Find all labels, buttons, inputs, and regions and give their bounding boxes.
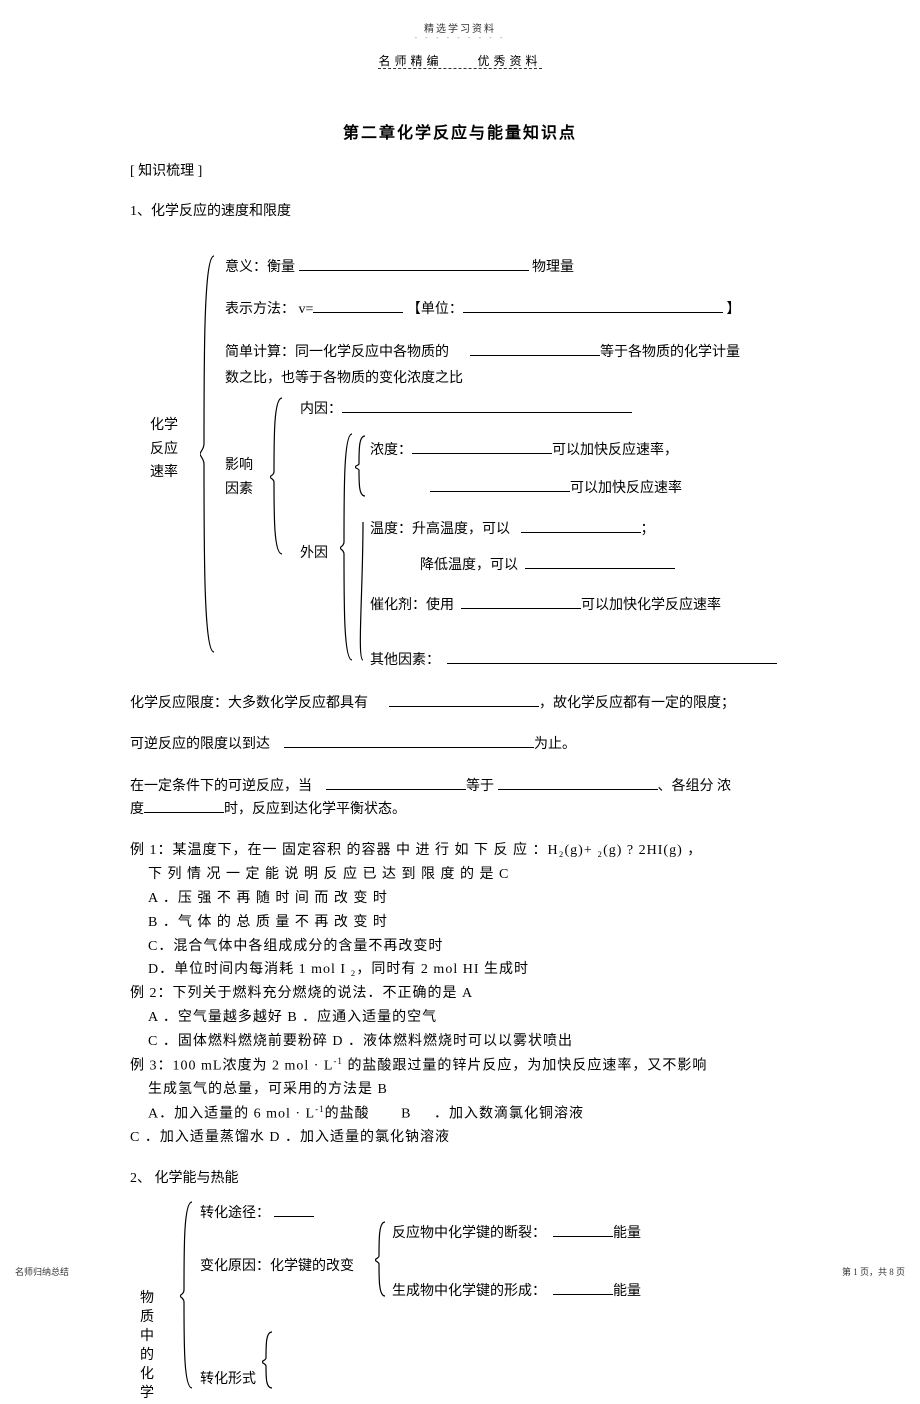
catalyst-line: 催化剂：使用 可以加快化学反应速率	[370, 594, 721, 614]
example-3: 例 3：100 mL浓度为 2 mol · L-1 的盐酸跟过量的锌片反应，为加…	[130, 1054, 790, 1151]
footer-right: 第 1 页，共 8 页	[842, 1265, 905, 1278]
other-line: 其他因素：	[370, 649, 777, 669]
meaning-line: 意义：衡量 物理量	[225, 256, 574, 276]
reason-line: 变化原因：化学键的改变	[200, 1255, 354, 1275]
temp-line2: 降低温度，可以	[420, 554, 675, 574]
limit-para2: 可逆反应的限度以到达 为止。	[130, 733, 790, 756]
section-2-heading: 2、 化学能与热能	[130, 1168, 790, 1190]
influence-label: 影响因素	[225, 454, 253, 502]
energy-root: 物质中的化学	[140, 1290, 154, 1403]
rate-tree: 化学反应速率 意义：衡量 物理量 表示方法： v= 【单位： 】 简单计算：同一…	[130, 254, 790, 674]
concentration-line: 浓度：可以加快反应速率，	[370, 439, 678, 459]
temp-line: 温度：升高温度，可以 ；	[370, 518, 655, 538]
inner-label: 内因：	[300, 398, 632, 418]
limit-para3: 在一定条件下的可逆反应，当 等于 、各组分 浓 度时，反应到达化学平衡状态。	[130, 775, 790, 822]
example-2: 例 2：下列关于燃料充分燃烧的说法．不正确的是 A A ．空气量越多越好 B ．…	[130, 982, 790, 1053]
header-sub: 名师精编 优秀资料	[130, 52, 790, 69]
footer-left: 名师归纳总结	[15, 1265, 69, 1278]
calc-line: 简单计算：同一化学反应中各物质的 等于各物质的化学计量 数之比，也等于各物质的变…	[225, 340, 805, 393]
outer-label: 外因	[300, 542, 328, 562]
page-title: 第二章化学反应与能量知识点	[130, 119, 790, 143]
example-1: 例 1：某温度下，在一 固定容积 的容器 中 进 行 如 下 反 应 ：H₂(g…	[130, 839, 790, 982]
expression-line: 表示方法： v= 【单位： 】	[225, 298, 740, 318]
path-line: 转化途径：	[200, 1202, 314, 1222]
concentration-line2: 可以加快反应速率	[430, 477, 682, 497]
form-type-line: 转化形式	[200, 1368, 256, 1388]
section-1-heading: 1、化学反应的速度和限度	[130, 201, 790, 223]
root-label: 化学反应速率	[150, 414, 178, 485]
header-dots: - - - - - - - - -	[130, 33, 790, 42]
break-line: 反应物中化学键的断裂： 能量	[392, 1222, 641, 1242]
form-line: 生成物中化学键的形成： 能量	[392, 1280, 641, 1300]
heading-outline: [ 知识梳理 ]	[130, 161, 790, 183]
energy-tree: 物质中的化学 转化途径： 变化原因：化学键的改变 反应物中化学键的断裂： 能量 …	[130, 1200, 790, 1390]
limit-para1: 化学反应限度：大多数化学反应都具有 ，故化学反应都有一定的限度；	[130, 692, 790, 715]
